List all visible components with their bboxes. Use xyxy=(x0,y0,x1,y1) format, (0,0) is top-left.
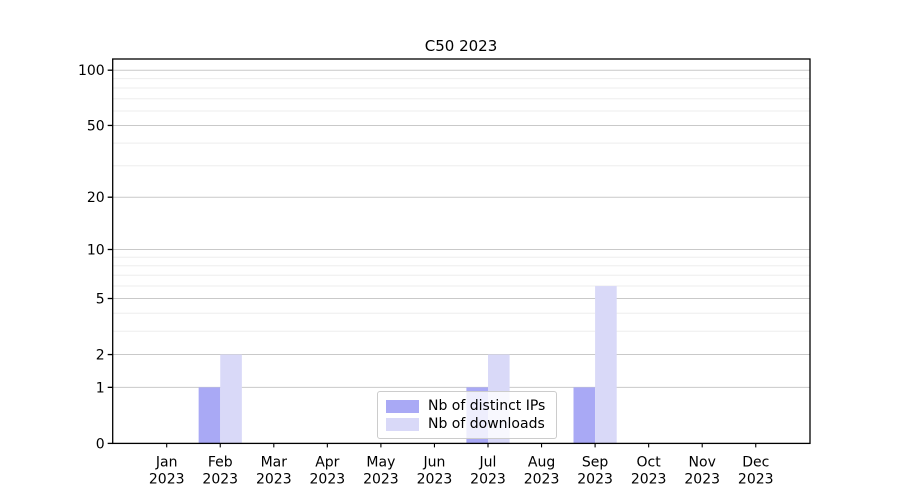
x-tick-label-year: 2023 xyxy=(738,472,774,488)
legend-item-downloads: Nb of downloads xyxy=(386,416,548,433)
y-tick-label: 0 xyxy=(96,436,105,452)
bar-downloads-feb xyxy=(220,354,242,444)
x-tick-label-year: 2023 xyxy=(577,472,613,488)
x-tick-label-year: 2023 xyxy=(363,472,399,488)
axes-frame xyxy=(112,58,811,445)
legend-label-distinct-ips: Nb of distinct IPs xyxy=(428,398,546,414)
x-tick-label-year: 2023 xyxy=(417,472,453,488)
legend-swatch-downloads xyxy=(386,418,419,431)
x-tick-label-month: Jan xyxy=(155,455,178,471)
x-tick-label-year: 2023 xyxy=(470,472,506,488)
bar-distinct-ips-sep xyxy=(573,387,596,444)
legend: Nb of distinct IPs Nb of downloads xyxy=(377,391,557,439)
y-tick-label: 100 xyxy=(78,63,105,79)
x-tick-label-month: Apr xyxy=(315,455,339,471)
chart-title: C50 2023 xyxy=(424,37,498,55)
x-tick-label-month: Jun xyxy=(423,455,446,471)
x-tick-label-month: Nov xyxy=(689,455,716,471)
x-tick-label-month: Dec xyxy=(742,455,769,471)
x-tick-label-year: 2023 xyxy=(684,472,720,488)
x-tick-label-month: Mar xyxy=(261,455,288,471)
y-tick-label: 5 xyxy=(96,292,105,308)
legend-item-distinct-ips: Nb of distinct IPs xyxy=(386,398,548,415)
x-tick-label-year: 2023 xyxy=(524,472,560,488)
y-tick-label: 50 xyxy=(87,118,105,134)
x-tick-label-month: Aug xyxy=(528,455,555,471)
y-tick-label: 20 xyxy=(87,190,105,206)
x-tick-label-year: 2023 xyxy=(631,472,667,488)
bar-downloads-sep xyxy=(595,286,617,444)
x-tick-label-month: Sep xyxy=(582,455,609,471)
x-tick-label-year: 2023 xyxy=(256,472,292,488)
x-tick-label-year: 2023 xyxy=(202,472,238,488)
x-tick-label-month: May xyxy=(366,455,395,471)
x-tick-label-month: Oct xyxy=(637,455,662,471)
y-tick-label: 1 xyxy=(96,380,105,396)
legend-swatch-distinct-ips xyxy=(386,400,419,413)
x-tick-label-year: 2023 xyxy=(310,472,346,488)
y-tick-label: 2 xyxy=(96,348,105,364)
x-tick-label-month: Feb xyxy=(208,455,233,471)
x-tick-label-month: Jul xyxy=(479,455,497,471)
x-tick-label-year: 2023 xyxy=(149,472,185,488)
legend-label-downloads: Nb of downloads xyxy=(428,416,545,432)
y-tick-label: 10 xyxy=(87,242,105,258)
bar-distinct-ips-feb xyxy=(198,387,221,444)
